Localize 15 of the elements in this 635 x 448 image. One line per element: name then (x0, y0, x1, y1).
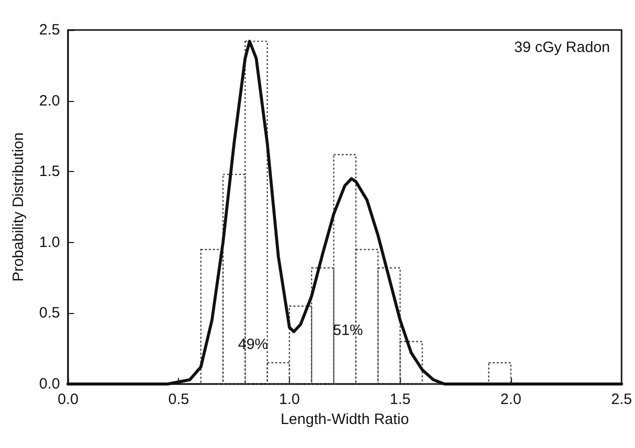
x-axis-title: Length-Width Ratio (280, 410, 409, 428)
y-tick-label: 1.5 (39, 163, 60, 180)
x-tick-label: 0.5 (168, 391, 190, 408)
annotation: 39 cGy Radon (514, 39, 610, 56)
x-tick-label: 2.0 (500, 391, 522, 408)
y-tick-label: 2.5 (39, 22, 60, 38)
x-tick-label: 0.0 (58, 391, 78, 408)
x-tick-label: 2.5 (611, 391, 632, 408)
x-tick-label: 1.5 (390, 391, 411, 408)
y-tick-label: 1.0 (39, 234, 60, 251)
y-tick-label: 0.0 (39, 376, 60, 392)
y-tick-label: 0.5 (39, 304, 60, 322)
x-tick-label: 1.0 (279, 391, 300, 408)
y-tick-label: 2.0 (39, 92, 60, 110)
y-axis-title: Probability Distribution (10, 132, 27, 282)
